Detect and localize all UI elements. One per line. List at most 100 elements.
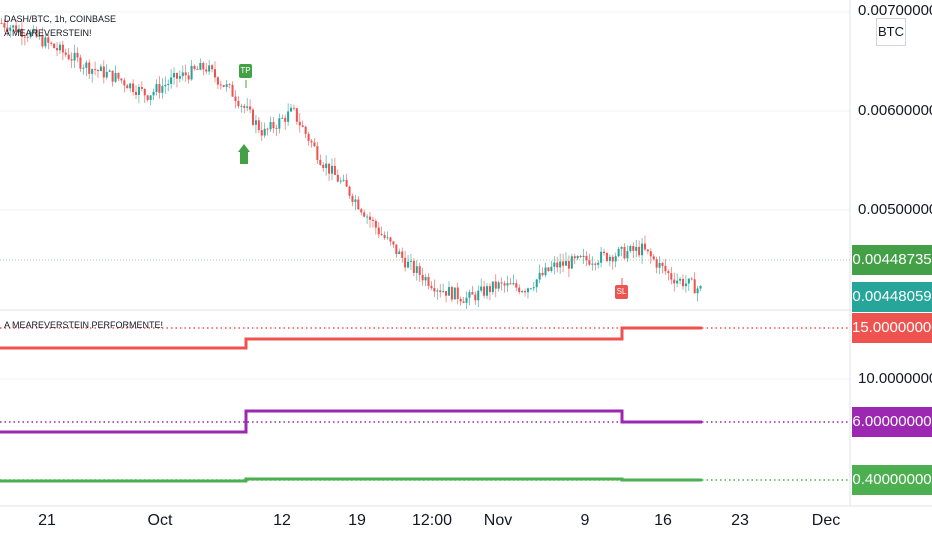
candle	[257, 120, 260, 131]
time-tick: 12:00	[411, 512, 453, 529]
candle	[126, 85, 129, 89]
candle	[518, 287, 521, 293]
candle	[143, 88, 146, 96]
candle	[73, 52, 76, 61]
candle	[330, 165, 334, 174]
candle	[635, 246, 638, 251]
candle	[398, 251, 401, 255]
candle	[383, 235, 386, 238]
candle	[605, 253, 608, 261]
candle	[629, 245, 632, 252]
candle	[170, 77, 173, 84]
candle	[368, 216, 372, 220]
candle	[655, 259, 658, 268]
candle	[447, 287, 451, 296]
candle	[553, 262, 556, 267]
candle	[442, 291, 445, 293]
candle	[260, 130, 263, 136]
candle	[535, 279, 538, 288]
candle	[219, 84, 222, 86]
candles-series	[0, 18, 702, 310]
time-tick: 9	[580, 512, 590, 529]
candle	[617, 248, 620, 257]
candle	[564, 261, 568, 266]
candle	[58, 44, 61, 51]
currency-button[interactable]: BTC	[876, 18, 906, 46]
candle	[445, 291, 448, 296]
candle	[3, 23, 6, 28]
candle	[500, 282, 503, 284]
candle	[91, 69, 94, 74]
candle	[439, 290, 442, 293]
candle	[424, 277, 427, 281]
candle	[421, 274, 424, 281]
candle	[348, 186, 351, 196]
lower-indicator-title[interactable]: A MEAREVERSTEIN PERFORMENTE!	[4, 320, 164, 330]
candle	[295, 108, 298, 122]
candle	[497, 282, 500, 289]
candle	[664, 265, 667, 272]
candle	[307, 133, 310, 141]
candle	[649, 251, 652, 257]
candle	[152, 91, 155, 96]
candle	[389, 237, 392, 242]
last-price-badge: 0.00448735	[852, 245, 932, 275]
candle	[184, 72, 187, 76]
candle	[53, 43, 56, 49]
candle	[512, 283, 515, 285]
candle	[129, 83, 132, 89]
candle	[626, 251, 629, 259]
candle	[450, 287, 453, 300]
candle	[427, 277, 430, 286]
candle	[20, 28, 23, 37]
candle	[550, 266, 553, 271]
candle	[509, 283, 512, 285]
candle	[50, 42, 53, 44]
price-tick-0006: 0.00600000	[858, 102, 932, 119]
candle	[102, 66, 105, 78]
candle	[249, 106, 252, 110]
symbol-info[interactable]: DASH/BTC, 1h, COINBASE	[4, 14, 117, 24]
candle	[459, 298, 462, 302]
candle	[41, 35, 44, 47]
candle	[480, 286, 483, 291]
candle	[430, 285, 433, 289]
candle	[415, 266, 418, 273]
candle	[524, 291, 527, 293]
candle	[155, 84, 158, 92]
candle	[570, 256, 573, 269]
candle	[94, 69, 97, 71]
candle	[76, 52, 79, 58]
candle	[15, 25, 18, 33]
candle	[597, 262, 600, 265]
candle	[12, 25, 15, 28]
candle	[26, 36, 29, 38]
candle	[287, 111, 290, 122]
candle	[61, 44, 64, 53]
candle	[298, 121, 301, 126]
candle	[190, 65, 193, 80]
sl-marker: SL	[615, 285, 628, 299]
candle	[679, 278, 682, 281]
candle	[696, 288, 699, 294]
candle	[38, 35, 41, 37]
candle	[690, 278, 693, 280]
candle	[225, 84, 228, 87]
candle	[585, 255, 588, 261]
candle	[6, 27, 9, 31]
candle	[418, 266, 421, 275]
indicator-title[interactable]: A MEAREVERSTEIN!	[4, 28, 92, 38]
candle	[234, 96, 237, 102]
performance-green-line	[0, 477, 702, 483]
candle	[401, 251, 404, 258]
candle	[623, 246, 626, 259]
price-tick-0005: 0.00500000	[858, 201, 932, 218]
candle	[205, 69, 208, 72]
candle	[608, 256, 611, 261]
red-value-badge: 15.00000000	[852, 313, 932, 343]
tp-marker: TP	[239, 64, 252, 78]
candle	[120, 78, 123, 81]
price-tick-top: 0.00700000	[858, 2, 932, 19]
candle	[44, 37, 47, 47]
